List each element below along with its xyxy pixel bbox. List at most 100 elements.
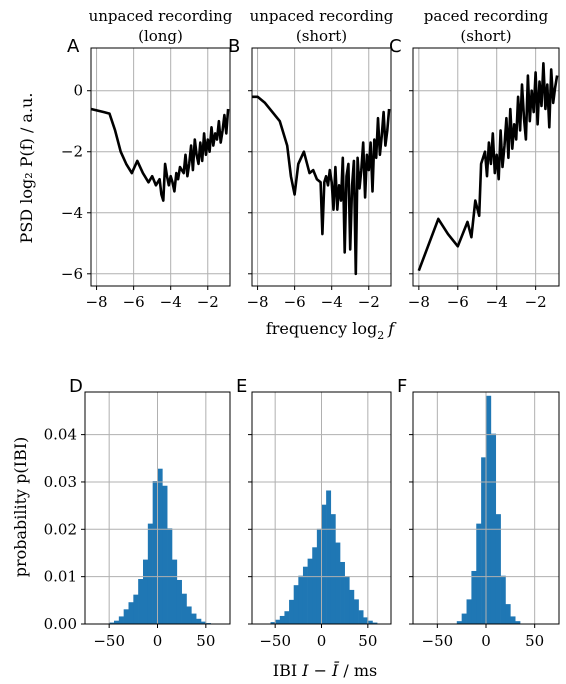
panel-subtitle: (long) xyxy=(138,27,183,45)
x-tick-label: 0 xyxy=(153,632,163,650)
x-tick-label: 50 xyxy=(196,632,215,650)
histogram-bar xyxy=(289,599,294,624)
histogram-bar xyxy=(461,613,467,624)
top-xlabel: frequency log2 f xyxy=(266,319,397,342)
x-tick-label: 50 xyxy=(358,632,377,650)
histogram-bar xyxy=(486,395,492,624)
panel-letter: C xyxy=(389,36,402,57)
top-ylabel: PSD log₂ P(f) / a.u. xyxy=(17,93,36,244)
x-tick-label: −8 xyxy=(408,293,430,311)
histogram-bar xyxy=(321,504,327,624)
histogram-bar xyxy=(326,490,332,624)
histogram-bar xyxy=(302,566,308,624)
histogram-bar xyxy=(476,523,482,624)
ibi-hist-panel-f: −50 0 50 F xyxy=(397,376,560,650)
y-tick-label: 0.02 xyxy=(44,520,77,538)
histogram-bar xyxy=(181,593,187,624)
panel-subtitle: (short) xyxy=(296,27,347,45)
bottom-xlabel: IBI I − Ī / ms xyxy=(273,660,377,680)
histogram-bar xyxy=(270,622,276,624)
histogram-bar xyxy=(510,616,516,624)
x-tick-label: −4 xyxy=(486,293,508,311)
x-tick-label: −6 xyxy=(123,293,145,311)
x-tick-label: −6 xyxy=(284,293,306,311)
x-tick-label: −6 xyxy=(447,293,469,311)
histogram-bar xyxy=(353,599,359,624)
histogram-bar xyxy=(152,481,158,624)
histogram-bar xyxy=(123,609,129,624)
histogram-bar xyxy=(372,622,378,624)
histogram-bar xyxy=(307,558,313,624)
histogram-bar xyxy=(471,570,477,624)
histogram-bar xyxy=(293,585,299,624)
histogram-bar xyxy=(118,616,124,624)
histogram-bar xyxy=(128,602,134,624)
y-tick-label: 0.00 xyxy=(44,615,77,633)
ibi-hist-panel-e: −50 0 50 E xyxy=(236,376,392,650)
y-tick-label: −6 xyxy=(61,265,83,283)
histogram-bar xyxy=(133,594,139,624)
y-tick-label: −4 xyxy=(61,204,83,222)
panel-subtitle: (short) xyxy=(460,27,511,45)
axes-frame xyxy=(412,47,560,287)
panel-title: unpaced recording xyxy=(89,7,233,25)
histogram-bar xyxy=(109,622,115,624)
histogram-bar xyxy=(505,604,511,624)
x-tick-label: 0 xyxy=(317,632,327,650)
y-tick-label: 0.03 xyxy=(44,473,77,491)
histogram-bar xyxy=(495,514,501,624)
x-tick-label: −8 xyxy=(85,293,107,311)
axes-frame xyxy=(251,47,392,287)
histogram-bar xyxy=(157,468,163,624)
psd-series-line xyxy=(417,61,559,272)
histogram-bar xyxy=(191,613,197,624)
psd-series-line xyxy=(90,107,230,202)
x-tick-label: −2 xyxy=(525,293,547,311)
y-tick-label: 0.04 xyxy=(44,426,77,444)
histogram-bar xyxy=(162,485,168,624)
x-tick-label: 0 xyxy=(481,632,491,650)
histogram-bar xyxy=(330,514,336,624)
axes-frame xyxy=(90,47,231,287)
x-tick-label: −50 xyxy=(259,632,291,650)
histogram-bar xyxy=(312,547,318,624)
histogram-bar xyxy=(114,620,120,624)
histogram-bar xyxy=(147,523,153,624)
histogram-bar xyxy=(284,611,290,624)
histogram-bar xyxy=(143,559,149,624)
histogram-bar xyxy=(358,610,364,624)
panel-letter: B xyxy=(228,36,240,57)
histogram-bar xyxy=(196,618,202,624)
histogram-bar xyxy=(201,621,207,624)
histogram-bar xyxy=(515,621,521,624)
histogram-bar xyxy=(138,579,144,624)
panel-title: paced recording xyxy=(424,7,549,25)
panel-letter: A xyxy=(67,36,80,57)
histogram-bar xyxy=(186,606,192,624)
panel-letter: D xyxy=(69,376,83,397)
x-tick-label: −50 xyxy=(422,632,454,650)
x-tick-label: −8 xyxy=(246,293,268,311)
panel-letter: E xyxy=(236,376,247,397)
y-tick-label: 0.01 xyxy=(44,568,77,586)
histogram-bar xyxy=(363,617,369,624)
bottom-ylabel: probability p(IBI) xyxy=(11,437,30,578)
histogram-bar xyxy=(349,589,355,624)
x-tick-label: −50 xyxy=(93,632,125,650)
x-tick-label: −4 xyxy=(160,293,182,311)
histogram-bar xyxy=(298,575,304,624)
histogram-bar xyxy=(344,576,350,624)
x-tick-label: 50 xyxy=(525,632,544,650)
panel-letter: F xyxy=(397,376,407,397)
histogram-bar xyxy=(176,579,182,624)
x-tick-label: −2 xyxy=(197,293,219,311)
histogram-bar xyxy=(335,542,341,624)
histogram-bar xyxy=(466,599,472,624)
histogram-bar xyxy=(456,621,462,624)
histogram-bar xyxy=(275,619,281,624)
histogram-bar xyxy=(172,559,178,624)
